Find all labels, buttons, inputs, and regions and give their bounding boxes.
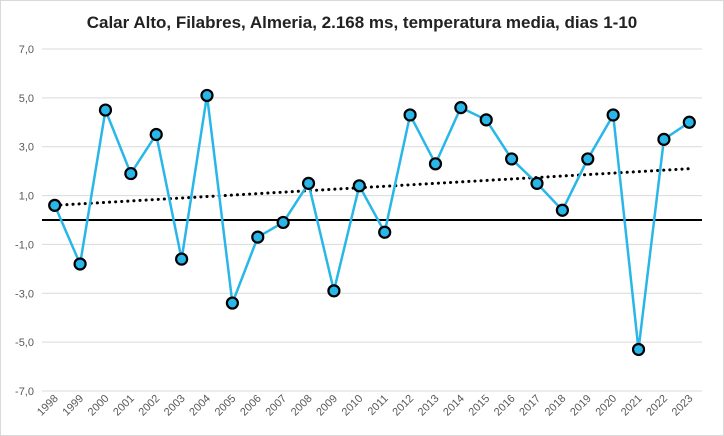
series-line bbox=[53, 95, 690, 350]
x-tick-label: 2005 bbox=[213, 393, 239, 419]
data-point bbox=[352, 179, 366, 193]
data-point bbox=[73, 257, 87, 271]
data-point bbox=[505, 152, 519, 166]
gridlines bbox=[42, 48, 702, 392]
x-tick-label: 2015 bbox=[467, 393, 493, 419]
series-path bbox=[53, 95, 690, 350]
x-tick-label: 2022 bbox=[644, 393, 670, 419]
x-tick-label: 2001 bbox=[111, 393, 137, 419]
data-point bbox=[251, 230, 265, 244]
y-tick-label: 3,0 bbox=[19, 142, 34, 154]
data-point bbox=[581, 152, 595, 166]
x-tick-label: 2021 bbox=[619, 393, 645, 419]
x-tick-label: 2003 bbox=[162, 393, 188, 419]
data-point bbox=[403, 108, 417, 122]
data-point bbox=[428, 157, 443, 171]
y-tick-label: -7,0 bbox=[15, 386, 34, 398]
x-tick-label: 2019 bbox=[568, 393, 594, 419]
data-point bbox=[301, 176, 316, 190]
data-point bbox=[276, 215, 290, 230]
x-tick-label: 2004 bbox=[187, 393, 213, 419]
data-point bbox=[378, 225, 392, 239]
data-point bbox=[200, 88, 214, 103]
data-point bbox=[682, 115, 696, 129]
x-tick-label: 2012 bbox=[390, 393, 416, 419]
data-point bbox=[225, 296, 239, 310]
data-point bbox=[48, 198, 62, 212]
y-tick-label: -3,0 bbox=[15, 288, 34, 300]
x-tick-label: 2023 bbox=[670, 393, 696, 419]
x-tick-label: 2007 bbox=[263, 393, 289, 419]
x-axis-ticks: 1998 1999 2000 2001 2002 2003 2004 2005 2006 2007… bbox=[35, 393, 695, 419]
chart-title: Calar Alto, Filabres, Almeria, 2.168 ms,… bbox=[86, 13, 638, 32]
x-tick-label: 2008 bbox=[289, 393, 315, 419]
x-tick-label: 2010 bbox=[340, 393, 366, 419]
y-tick-label: -1,0 bbox=[15, 239, 34, 251]
x-tick-label: 2011 bbox=[366, 393, 391, 418]
x-tick-label: 2002 bbox=[137, 393, 163, 419]
data-point bbox=[454, 101, 468, 115]
x-tick-label: 1999 bbox=[60, 393, 86, 419]
x-tick-label: 2020 bbox=[593, 393, 619, 419]
y-tick-label: 7,0 bbox=[19, 44, 34, 56]
y-tick-label: 1,0 bbox=[19, 191, 34, 203]
data-point bbox=[479, 113, 493, 127]
x-tick-label: 2006 bbox=[238, 393, 264, 419]
data-point bbox=[175, 252, 189, 266]
data-point bbox=[631, 342, 646, 357]
y-tick-label: -5,0 bbox=[15, 337, 34, 349]
trendline-path bbox=[53, 167, 691, 207]
data-points bbox=[48, 88, 696, 357]
data-point bbox=[555, 203, 569, 217]
data-point bbox=[327, 284, 341, 298]
y-axis-ticks: 7,0 5,0 3,0 1,0 -1,0 -3,0 -5,0 -7,0 bbox=[15, 44, 34, 398]
y-tick-label: 5,0 bbox=[19, 93, 34, 105]
data-point bbox=[124, 166, 138, 181]
x-tick-label: 2013 bbox=[416, 393, 442, 419]
x-tick-label: 2014 bbox=[441, 393, 467, 419]
x-tick-label: 2018 bbox=[543, 393, 569, 419]
x-tick-label: 1998 bbox=[35, 393, 61, 419]
trendline bbox=[53, 167, 691, 207]
data-point bbox=[606, 108, 620, 122]
x-tick-label: 2009 bbox=[314, 393, 340, 419]
data-point bbox=[657, 132, 671, 146]
data-point bbox=[530, 176, 544, 190]
x-tick-label: 2016 bbox=[492, 393, 518, 419]
data-point bbox=[149, 127, 163, 142]
x-tick-label: 2000 bbox=[86, 393, 112, 419]
data-point bbox=[98, 103, 113, 117]
x-tick-label: 2017 bbox=[517, 393, 543, 419]
